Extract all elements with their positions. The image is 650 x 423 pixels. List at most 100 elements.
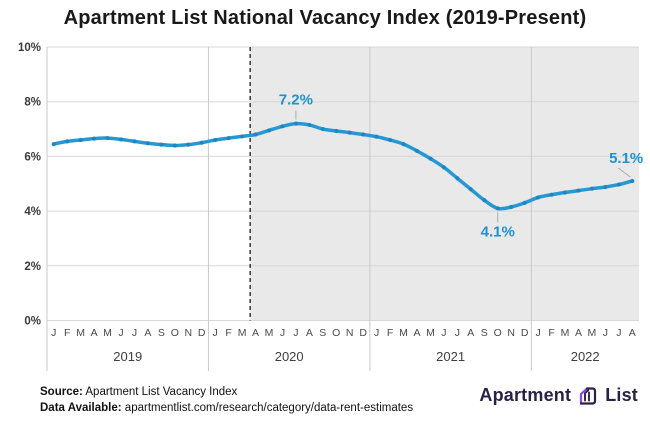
month-tick-label: M xyxy=(76,327,85,339)
data-point-dot xyxy=(293,121,299,126)
data-point-dot xyxy=(213,137,218,143)
data-point-dot xyxy=(387,137,393,143)
month-tick-label: N xyxy=(184,327,192,339)
month-tick-label: S xyxy=(481,327,488,339)
logo-word-list: List xyxy=(605,384,638,405)
chart-title: Apartment List National Vacancy Index (2… xyxy=(63,7,587,29)
month-tick-label: O xyxy=(494,327,502,339)
month-tick-label: A xyxy=(252,327,259,339)
month-tick-label: M xyxy=(426,327,435,339)
data-point-dot xyxy=(374,134,379,139)
year-label: 2022 xyxy=(571,349,600,364)
annotation-label: 4.1% xyxy=(481,223,515,240)
month-tick-label: F xyxy=(548,327,554,339)
month-tick-label: J xyxy=(455,327,460,339)
month-tick-label: J xyxy=(118,327,123,339)
month-tick-label: O xyxy=(171,327,179,339)
month-tick-label: J xyxy=(280,327,285,339)
month-tick-label: F xyxy=(387,327,393,339)
data-point-dot xyxy=(495,206,500,211)
y-axis-tick-label: 2% xyxy=(24,261,41,273)
data-point-dot xyxy=(320,126,325,132)
data-point-dot xyxy=(266,128,272,133)
month-tick-label: N xyxy=(346,327,354,339)
month-tick-label: S xyxy=(319,327,326,339)
data-point-dot xyxy=(91,136,97,141)
data-point-dot xyxy=(589,186,595,191)
data-point-dot xyxy=(172,143,177,148)
data-point-dot xyxy=(253,132,258,137)
data-point-dot xyxy=(159,142,164,147)
month-tick-label: J xyxy=(374,327,379,339)
data-point-dot xyxy=(441,165,447,170)
data-point-dot xyxy=(603,184,608,190)
data-point-dot xyxy=(361,132,366,137)
data-point-dot xyxy=(199,140,204,145)
month-tick-label: F xyxy=(225,327,231,339)
month-tick-label: J xyxy=(132,327,137,339)
data-point-dot xyxy=(51,141,56,147)
footer-attribution: Source: Apartment List Vacancy Index Dat… xyxy=(40,384,413,416)
data-point-dot xyxy=(616,182,621,187)
month-tick-label: M xyxy=(561,327,570,339)
data-point-dot xyxy=(535,195,541,200)
month-tick-label: M xyxy=(103,327,112,339)
month-tick-label: D xyxy=(198,327,206,339)
y-axis-tick-label: 8% xyxy=(24,97,41,109)
data-point-dot xyxy=(347,130,352,135)
apartment-list-logo-icon xyxy=(580,387,597,405)
month-tick-label: M xyxy=(238,327,247,339)
data-point-dot xyxy=(280,124,285,129)
logo-word-apartment: Apartment xyxy=(479,384,572,405)
data-point-dot xyxy=(522,200,527,205)
month-tick-label: J xyxy=(603,327,608,339)
y-axis-tick-label: 10% xyxy=(18,42,41,54)
data-point-dot xyxy=(414,148,420,154)
month-tick-label: A xyxy=(629,327,636,339)
data-available-line: Data Available: apartmentlist.com/resear… xyxy=(40,400,413,416)
annotation-label: 7.2% xyxy=(279,92,313,109)
month-tick-label: M xyxy=(399,327,408,339)
month-tick-label: A xyxy=(306,327,313,339)
month-tick-label: D xyxy=(359,327,367,339)
month-tick-label: A xyxy=(467,327,474,339)
apartment-list-logo: Apartment List xyxy=(479,383,638,407)
month-tick-label: A xyxy=(413,327,420,339)
year-label: 2020 xyxy=(275,349,304,364)
month-tick-label: J xyxy=(616,327,621,339)
data-point-dot xyxy=(226,135,231,141)
y-axis-tick-label: 6% xyxy=(24,151,41,163)
y-axis-tick-label: 0% xyxy=(24,316,41,328)
data-point-dot xyxy=(334,128,339,134)
y-axis-tick-label: 4% xyxy=(24,206,41,218)
source-label: Source: xyxy=(40,386,83,398)
data-point-dot xyxy=(307,122,312,128)
data-point-dot xyxy=(562,190,568,195)
data-available-text: apartmentlist.com/research/category/data… xyxy=(121,402,414,414)
month-tick-label: J xyxy=(441,327,446,339)
data-point-dot xyxy=(186,142,191,147)
data-point-dot xyxy=(482,198,487,203)
data-available-label: Data Available: xyxy=(40,402,122,414)
data-point-dot xyxy=(239,134,245,139)
month-tick-label: N xyxy=(507,327,515,339)
month-tick-label: J xyxy=(51,327,56,339)
data-point-dot xyxy=(401,141,406,147)
month-tick-label: M xyxy=(588,327,597,339)
annotation-label: 5.1% xyxy=(609,150,643,167)
month-tick-label: S xyxy=(158,327,165,339)
month-tick-label: J xyxy=(293,327,298,339)
month-tick-label: A xyxy=(144,327,151,339)
month-tick-label: F xyxy=(64,327,70,339)
source-text: Apartment List Vacancy Index xyxy=(82,386,238,398)
data-point-dot xyxy=(549,192,554,197)
data-point-dot xyxy=(105,135,110,141)
data-point-dot xyxy=(145,141,151,146)
month-tick-label: A xyxy=(575,327,582,339)
data-point-dot xyxy=(630,178,635,184)
data-point-dot xyxy=(65,139,70,144)
year-label: 2021 xyxy=(436,349,465,364)
shaded-region xyxy=(250,47,639,321)
